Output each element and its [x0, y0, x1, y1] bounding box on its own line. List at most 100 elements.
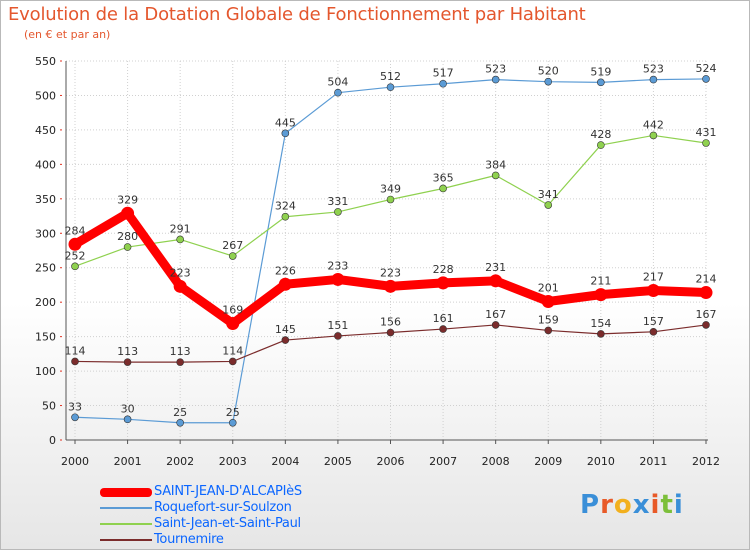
- data-label: 167: [696, 308, 717, 321]
- data-label: 519: [590, 65, 611, 78]
- y-tick-label: 0: [49, 434, 56, 447]
- data-label: 154: [590, 317, 611, 330]
- x-tick-label: 2011: [639, 455, 667, 468]
- x-tick-label: 2007: [429, 455, 457, 468]
- data-point: [123, 415, 132, 424]
- data-label: 223: [380, 266, 401, 279]
- data-label: 211: [590, 275, 611, 288]
- data-label: 151: [327, 319, 348, 332]
- data-label-layer: 284 329 223 169 226 233 223 228 231 201 211 217 214 3…: [65, 62, 717, 419]
- y-tick-label: 450: [35, 124, 56, 137]
- x-tick-label: 2005: [324, 455, 352, 468]
- data-label: 349: [380, 183, 401, 196]
- x-tick-label: 2002: [166, 455, 194, 468]
- data-point: [491, 171, 500, 180]
- data-point: [489, 274, 503, 288]
- data-point: [649, 75, 658, 84]
- data-point: [649, 328, 658, 336]
- data-label: 267: [222, 239, 243, 252]
- data-point: [386, 83, 395, 91]
- data-point: [699, 286, 713, 300]
- data-point: [334, 208, 342, 216]
- data-point: [71, 357, 79, 366]
- data-label: 324: [275, 200, 296, 213]
- data-point: [71, 262, 79, 271]
- legend-swatch: [100, 487, 152, 497]
- x-tick-label: 2009: [534, 455, 562, 468]
- data-point: [439, 184, 447, 193]
- data-point: [439, 325, 447, 333]
- data-point: [597, 78, 605, 87]
- data-label: 156: [380, 316, 401, 329]
- data-point: [702, 321, 710, 329]
- data-label: 228: [433, 263, 454, 276]
- data-label: 445: [275, 116, 296, 129]
- data-label: 512: [380, 70, 401, 83]
- legend-label: Roquefort-sur-Soulzon: [154, 500, 292, 515]
- x-tick-label: 2000: [61, 455, 89, 468]
- data-label: 523: [643, 63, 664, 76]
- data-point: [597, 330, 605, 338]
- x-tick-label: 2003: [219, 455, 247, 468]
- data-point: [439, 79, 447, 88]
- data-point: [176, 358, 184, 366]
- data-label: 217: [643, 270, 664, 283]
- legend-swatch: [100, 507, 152, 509]
- data-label: 226: [275, 264, 296, 277]
- legend-label: Saint-Jean-et-Saint-Paul: [154, 516, 301, 531]
- data-label: 30: [121, 402, 135, 415]
- logo-letter: i: [650, 490, 661, 520]
- data-point: [123, 358, 132, 366]
- data-label: 233: [327, 259, 348, 272]
- y-tick-label: 50: [42, 400, 56, 413]
- y-tick-label: 100: [35, 365, 56, 378]
- legend-label: SAINT-JEAN-D'ALCAPIèS: [154, 484, 302, 499]
- data-point: [173, 279, 187, 293]
- data-label: 291: [170, 222, 191, 235]
- data-point: [281, 212, 290, 221]
- data-point: [646, 283, 660, 297]
- data-point: [541, 294, 555, 308]
- grid-layer: [66, 60, 708, 440]
- data-point: [228, 252, 237, 260]
- data-label: 33: [68, 400, 82, 413]
- data-point: [334, 88, 342, 97]
- data-point: [384, 279, 397, 293]
- data-label: 284: [65, 224, 86, 237]
- x-tick-label: 2001: [114, 455, 142, 468]
- data-label: 231: [485, 261, 506, 274]
- data-point: [649, 131, 658, 140]
- data-label: 214: [696, 273, 717, 286]
- data-label: 169: [222, 304, 243, 317]
- data-label: 384: [485, 158, 506, 171]
- x-tick-label: 2010: [587, 455, 615, 468]
- logo-letter: t: [660, 490, 674, 520]
- data-point: [702, 139, 710, 147]
- data-point: [544, 77, 553, 86]
- proxiti-logo: Proxiti: [580, 490, 684, 520]
- data-point: [491, 321, 500, 329]
- data-label: 25: [226, 406, 240, 419]
- data-label: 223: [170, 266, 191, 279]
- data-label: 157: [643, 315, 664, 328]
- data-point: [281, 336, 290, 344]
- data-point: [123, 243, 132, 251]
- y-tick-label: 550: [35, 55, 56, 68]
- data-point: [71, 413, 79, 422]
- data-label: 114: [65, 344, 86, 357]
- data-point: [334, 332, 342, 340]
- axis-layer: 0 50 100 150 200 250 300 350 400 450 500 550 2000 200…: [35, 55, 720, 468]
- data-label: 25: [173, 406, 187, 419]
- data-label: 201: [538, 281, 559, 294]
- chart-title: Evolution de la Dotation Globale de Fonc…: [8, 4, 586, 25]
- series-layer: [68, 75, 713, 427]
- data-point: [544, 326, 553, 335]
- data-label: 523: [485, 63, 506, 76]
- data-label: 329: [117, 193, 138, 206]
- data-point: [386, 195, 395, 204]
- data-label: 113: [117, 345, 138, 358]
- data-point: [544, 201, 553, 209]
- logo-letter: r: [600, 490, 614, 520]
- data-label: 161: [433, 312, 454, 325]
